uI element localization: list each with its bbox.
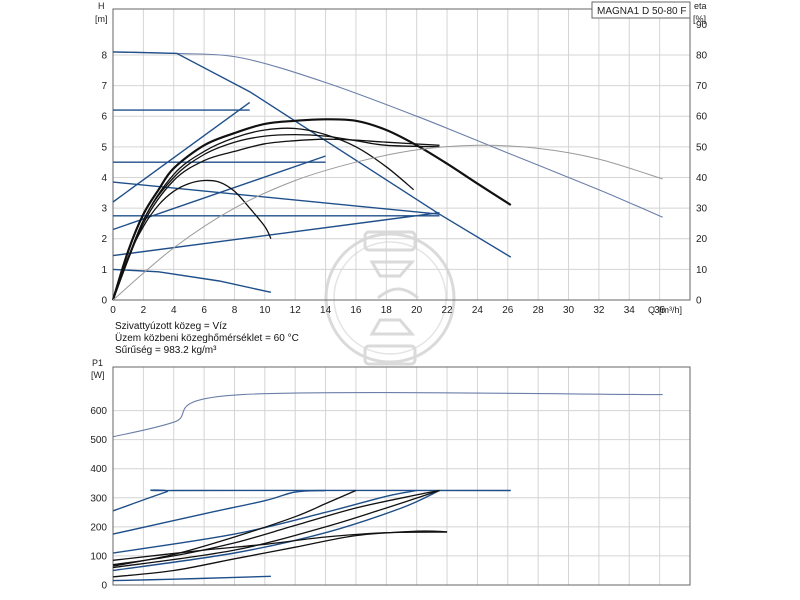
head-tick-label: 1: [101, 265, 107, 276]
pump-logo-icon: [324, 230, 456, 366]
head-system-curve: [112, 51, 440, 215]
head-tick-label: 3: [101, 204, 107, 215]
head-axis-label: H: [98, 1, 105, 11]
eta-tick-label: 40: [696, 173, 708, 184]
model-label-box: [591, 1, 691, 19]
eta-tick-label: 90: [696, 20, 708, 31]
power-pump-curve: [112, 530, 448, 578]
power-pump-curve: [112, 489, 357, 567]
head-curves: [111, 51, 663, 301]
flow-tick-label: 10: [259, 305, 271, 316]
head-tick-label: 8: [101, 50, 107, 61]
power-tick-label: 600: [90, 406, 107, 417]
flow-tick-label: 26: [502, 305, 514, 316]
head-system-curve: [439, 213, 512, 258]
flow-tick-label: 14: [320, 305, 332, 316]
power-system-curve: [112, 489, 440, 572]
power-system-curve: [112, 489, 417, 554]
flow-tick-label: 20: [411, 305, 423, 316]
eta-axis-ticks: 0 10 20 30 40 50 60 70 80 90: [696, 20, 708, 307]
eta-tick-label: 70: [696, 81, 708, 92]
flow-tick-label: 24: [472, 305, 484, 316]
flow-tick-label: 16: [350, 305, 362, 316]
flow-tick-label: 30: [563, 305, 575, 316]
flow-axis-unit: [m³/h]: [659, 305, 682, 315]
eta-tick-label: 30: [696, 204, 708, 215]
power-chart-frame: [112, 366, 691, 586]
head-pump-curve: [112, 127, 415, 301]
medium-info: Szivattyúzott közeg = Víz: [115, 321, 227, 332]
head-tick-label: 5: [101, 142, 107, 153]
power-chart-grid: [112, 367, 690, 586]
temperature-info: Üzem közbeni közeghőmérséklet = 60 °C: [115, 332, 299, 344]
eta-tick-label: 10: [696, 265, 708, 276]
flow-tick-label: 22: [441, 305, 453, 316]
head-system-curve: [112, 181, 440, 215]
density-info: Sűrűség = 983.2 kg/m³: [115, 345, 217, 356]
flow-tick-label: 12: [290, 305, 302, 316]
flow-tick-label: 36: [654, 305, 666, 316]
power-max-curve: [112, 392, 663, 438]
eta-tick-label: 20: [696, 234, 708, 245]
eta-axis-unit: [%]: [693, 14, 706, 24]
flow-tick-label: 28: [533, 305, 545, 316]
power-axis-label: P1: [92, 358, 103, 368]
flow-tick-label: 34: [624, 305, 636, 316]
power-system-curve: [112, 489, 511, 512]
power-curves: [112, 392, 663, 582]
power-tick-label: 400: [90, 464, 107, 475]
head-efficiency-curve: [112, 144, 663, 301]
power-system-curve: [112, 575, 271, 582]
head-pump-curve: [112, 138, 440, 301]
eta-tick-label: 0: [696, 296, 702, 307]
head-axis-unit: [m]: [95, 14, 108, 24]
power-tick-label: 100: [90, 551, 107, 562]
flow-tick-label: 2: [141, 305, 147, 316]
eta-tick-label: 60: [696, 112, 708, 123]
power-axis-unit: [W]: [91, 370, 105, 380]
power-tick-label: 0: [101, 581, 107, 592]
eta-tick-label: 80: [696, 50, 708, 61]
flow-tick-label: 4: [171, 305, 177, 316]
head-tick-label: 4: [101, 173, 107, 184]
head-chart-frame: [112, 8, 691, 301]
head-system-curve: [112, 212, 440, 257]
power-tick-label: 200: [90, 522, 107, 533]
head-pump-curve: [111, 118, 512, 301]
power-pump-curve: [112, 489, 440, 569]
head-tick-label: 0: [101, 296, 107, 307]
eta-axis-label: eta: [694, 1, 707, 11]
power-tick-label: 300: [90, 493, 107, 504]
head-tick-label: 2: [101, 234, 107, 245]
flow-tick-label: 0: [110, 305, 116, 316]
head-tick-label: 7: [101, 81, 107, 92]
head-pump-curve: [112, 179, 272, 301]
power-pump-curve: [112, 489, 440, 566]
head-tick-label: 6: [101, 112, 107, 123]
eta-tick-label: 50: [696, 142, 708, 153]
flow-tick-label: 32: [593, 305, 605, 316]
head-pump-curve: [112, 133, 440, 301]
flow-tick-label: 18: [381, 305, 393, 316]
flow-axis-label: Q: [648, 305, 655, 315]
model-label: MAGNA1 D 50-80 F: [597, 6, 686, 17]
flow-tick-label: 6: [201, 305, 207, 316]
power-axis-ticks: 0 100 200 300 400 500 600: [90, 406, 107, 591]
power-tick-label: 500: [90, 435, 107, 446]
head-system-curve: [112, 268, 272, 293]
head-axis-ticks: 0 1 2 3 4 5 6 7 8: [101, 50, 107, 306]
power-system-curve: [112, 489, 326, 535]
flow-axis-ticks: 0 2 4 6 8 10 12 14 16 18 20 22 24 26 28 30 32 34 36: [110, 305, 665, 316]
head-system-curve: [112, 101, 251, 203]
flow-tick-label: 8: [232, 305, 238, 316]
head-max-curve: [112, 51, 663, 218]
